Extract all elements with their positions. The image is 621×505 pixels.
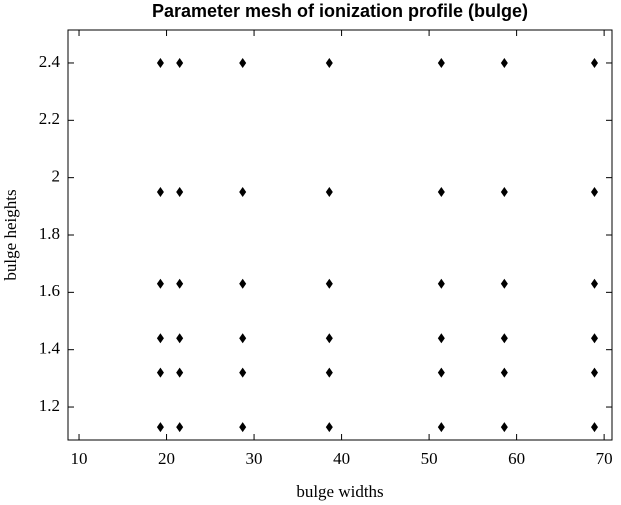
- point: [437, 57, 445, 68]
- x-tick-label: 60: [508, 449, 525, 468]
- x-tick-label: 20: [158, 449, 175, 468]
- point: [437, 333, 445, 344]
- point: [325, 333, 333, 344]
- point: [176, 57, 184, 68]
- point: [590, 422, 598, 433]
- point: [437, 278, 445, 289]
- point: [239, 422, 247, 433]
- chart-title: Parameter mesh of ionization profile (bu…: [152, 1, 528, 21]
- point: [156, 367, 164, 378]
- x-tick-label: 40: [333, 449, 350, 468]
- point: [325, 278, 333, 289]
- y-tick-label: 2.2: [39, 109, 60, 128]
- point: [500, 186, 508, 197]
- point: [176, 422, 184, 433]
- y-axis-label: bulge heights: [1, 189, 20, 280]
- point: [590, 186, 598, 197]
- point: [176, 367, 184, 378]
- point: [325, 422, 333, 433]
- point: [500, 333, 508, 344]
- point: [590, 57, 598, 68]
- plot-frame: [67, 29, 613, 441]
- point: [437, 186, 445, 197]
- point: [437, 367, 445, 378]
- point: [156, 278, 164, 289]
- y-tick-label: 1.6: [39, 281, 60, 300]
- point: [500, 57, 508, 68]
- y-tick-label: 2.4: [39, 52, 61, 71]
- point: [156, 333, 164, 344]
- point: [239, 186, 247, 197]
- x-tick-label: 50: [421, 449, 438, 468]
- point: [325, 367, 333, 378]
- point: [156, 186, 164, 197]
- point: [500, 422, 508, 433]
- point: [176, 186, 184, 197]
- x-axis-label: bulge widths: [296, 482, 383, 501]
- point: [176, 333, 184, 344]
- point: [590, 333, 598, 344]
- point: [437, 422, 445, 433]
- y-tick-label: 2: [52, 167, 61, 186]
- point: [500, 278, 508, 289]
- point: [325, 186, 333, 197]
- point: [590, 367, 598, 378]
- point: [325, 57, 333, 68]
- x-tick-label: 10: [71, 449, 88, 468]
- x-tick-label: 70: [596, 449, 613, 468]
- point: [239, 278, 247, 289]
- y-tick-label: 1.2: [39, 396, 60, 415]
- point: [156, 422, 164, 433]
- y-tick-label: 1.8: [39, 224, 60, 243]
- point: [590, 278, 598, 289]
- point: [500, 367, 508, 378]
- point: [239, 367, 247, 378]
- x-tick-label: 30: [246, 449, 263, 468]
- point: [239, 333, 247, 344]
- point: [239, 57, 247, 68]
- y-tick-label: 1.4: [39, 339, 61, 358]
- point: [156, 57, 164, 68]
- point: [176, 278, 184, 289]
